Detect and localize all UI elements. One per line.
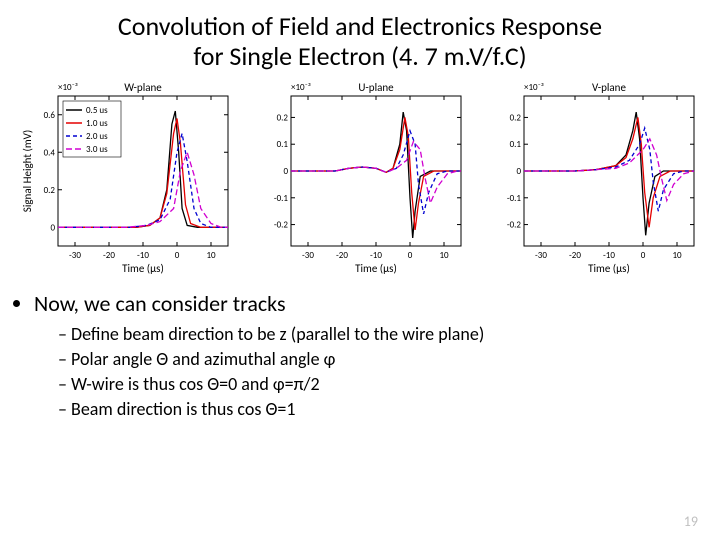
svg-text:Time (µs): Time (µs) [355,262,397,275]
svg-text:10: 10 [206,250,216,261]
svg-text:1.0 us: 1.0 us [86,118,108,129]
svg-text:-10: -10 [603,250,615,261]
svg-text:0.1: 0.1 [510,139,522,150]
bullet-sub: Polar angle Θ and azimuthal angle φ [58,348,700,370]
svg-text:0.6: 0.6 [44,110,56,121]
svg-text:W-plane: W-plane [124,81,162,94]
svg-text:-20: -20 [103,250,115,261]
svg-text:U-plane: U-plane [358,81,394,94]
svg-text:-30: -30 [535,250,547,261]
svg-text:-0.2: -0.2 [274,219,289,230]
svg-text:-0.1: -0.1 [507,193,522,204]
svg-text:0: 0 [175,250,180,261]
svg-text:0.4: 0.4 [44,147,56,158]
svg-text:0: 0 [641,250,646,261]
svg-text:×10⁻³: ×10⁻³ [524,82,544,93]
svg-text:0.1: 0.1 [277,139,289,150]
svg-text:Signal Height (mV): Signal Height (mV) [21,130,34,212]
bullet-sub: Beam direction is thus cos Θ=1 [58,398,700,420]
svg-text:0.5 us: 0.5 us [86,105,108,116]
bullet-list: Now, we can consider tracks Define beam … [34,290,700,420]
svg-text:Time (µs): Time (µs) [122,262,164,275]
charts-row: ×10⁻³ W-plane 0 0.2 0.4 0.6 -30 -20 -10 0 10 Time (… [20,80,700,276]
svg-text:-20: -20 [336,250,348,261]
svg-text:0: 0 [50,222,55,233]
svg-text:-10: -10 [137,250,149,261]
slide-title: Convolution of Field and Electronics Res… [20,12,700,72]
svg-text:-30: -30 [69,250,81,261]
svg-text:0.2: 0.2 [44,185,56,196]
svg-text:×10⁻³: ×10⁻³ [291,82,311,93]
chart-u-plane: ×10⁻³ U-plane -0.2 -0.1 0 0.1 0.2 -30 -20 -10 0 10 T… [253,80,467,276]
svg-text:10: 10 [672,250,682,261]
svg-text:2.0 us: 2.0 us [86,131,108,142]
page-number: 19 [684,513,698,530]
svg-text:-10: -10 [370,250,382,261]
chart-v-plane: ×10⁻³ V-plane -0.2 -0.1 0 0.1 0.2 -30 -20 -10 0 10 T… [486,80,700,276]
svg-text:0: 0 [283,166,288,177]
chart-w-plane: ×10⁻³ W-plane 0 0.2 0.4 0.6 -30 -20 -10 0 10 Time (… [20,80,234,276]
svg-text:0: 0 [408,250,413,261]
svg-text:0: 0 [516,166,521,177]
svg-text:Time (µs): Time (µs) [588,262,630,275]
svg-text:V-plane: V-plane [592,81,626,94]
bullet-sub: W-wire is thus cos Θ=0 and φ=π/2 [58,373,700,395]
svg-text:0.2: 0.2 [277,112,289,123]
svg-text:0.2: 0.2 [510,112,522,123]
bullet-main: Now, we can consider tracks Define beam … [34,290,700,420]
svg-text:-0.2: -0.2 [507,219,522,230]
svg-text:-0.1: -0.1 [274,193,289,204]
svg-text:3.0 us: 3.0 us [86,144,108,155]
svg-text:-20: -20 [569,250,581,261]
bullet-sub: Define beam direction to be z (parallel … [58,323,700,345]
svg-text:10: 10 [439,250,449,261]
svg-text:×10⁻³: ×10⁻³ [58,82,78,93]
svg-text:-30: -30 [302,250,314,261]
